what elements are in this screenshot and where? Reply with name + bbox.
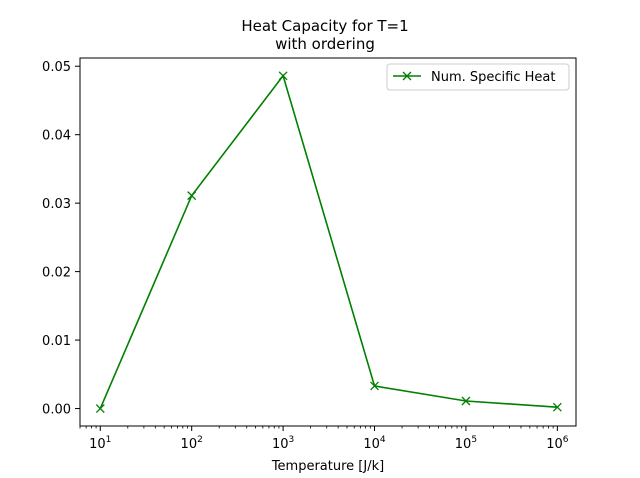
marker-stroke (370, 381, 379, 391)
x-tick-label-base: 10 (546, 437, 563, 452)
x-tick-label-exponent: 6 (563, 435, 569, 445)
plot-area (80, 58, 576, 426)
x-tick-label-base: 10 (363, 437, 380, 452)
chart-title: Heat Capacity for T=1 with ordering (241, 17, 408, 53)
y-tick-label: 0.03 (42, 197, 71, 212)
x-tick-label-base: 10 (455, 437, 472, 452)
data-point-marker (278, 71, 288, 81)
x-tick-label-base: 10 (272, 437, 289, 452)
marker-stroke (461, 396, 471, 406)
chart-title-line-2: with ordering (275, 35, 375, 53)
marker-stroke (187, 191, 197, 201)
x-tick-label: 106 (546, 435, 569, 452)
x-tick-label-exponent: 5 (471, 435, 477, 445)
x-tick-label-exponent: 3 (289, 435, 295, 445)
x-axis-ticks: 101 102 103 104 105 106 (79, 426, 569, 452)
marker-stroke (95, 404, 105, 414)
marker-stroke (402, 71, 412, 81)
y-tick-label: 0.04 (42, 129, 71, 144)
legend: Num. Specific Heat (386, 63, 570, 91)
plot-frame (79, 57, 577, 427)
x-tick-label-base: 10 (181, 437, 198, 452)
marker-stroke (278, 71, 288, 81)
x-tick-label-exponent: 2 (197, 435, 203, 445)
legend-series-marker (402, 71, 412, 81)
x-tick-label: 103 (272, 435, 294, 452)
data-point-marker (552, 402, 562, 412)
chart-title-line-1: Heat Capacity for T=1 (241, 17, 408, 35)
data-point-marker (95, 404, 105, 414)
data-point-marker (370, 381, 379, 391)
data-point-marker (187, 191, 197, 201)
series-layer (95, 71, 562, 414)
legend-series-label: Num. Specific Heat (431, 70, 555, 85)
x-tick-label-base: 10 (89, 437, 106, 452)
data-point-marker (461, 396, 471, 406)
x-tick-label-exponent: 1 (106, 435, 112, 445)
y-tick-label: 0.00 (42, 403, 71, 418)
y-tick-label: 0.02 (42, 266, 71, 281)
marker-stroke (552, 402, 562, 412)
x-axis-label: Temperature [J/k] (271, 459, 384, 474)
x-tick-label: 104 (363, 435, 386, 452)
y-tick-label: 0.05 (42, 60, 71, 75)
y-tick-label: 0.01 (42, 334, 71, 349)
y-axis-ticks: 0.00 0.01 0.02 0.03 0.04 0.05 (42, 60, 80, 418)
legend-box (386, 63, 570, 91)
x-tick-label: 105 (455, 435, 477, 452)
x-tick-label: 102 (181, 435, 203, 452)
x-tick-label: 101 (89, 435, 111, 452)
x-tick-label-exponent: 4 (380, 435, 386, 445)
series-line (99, 74, 558, 409)
